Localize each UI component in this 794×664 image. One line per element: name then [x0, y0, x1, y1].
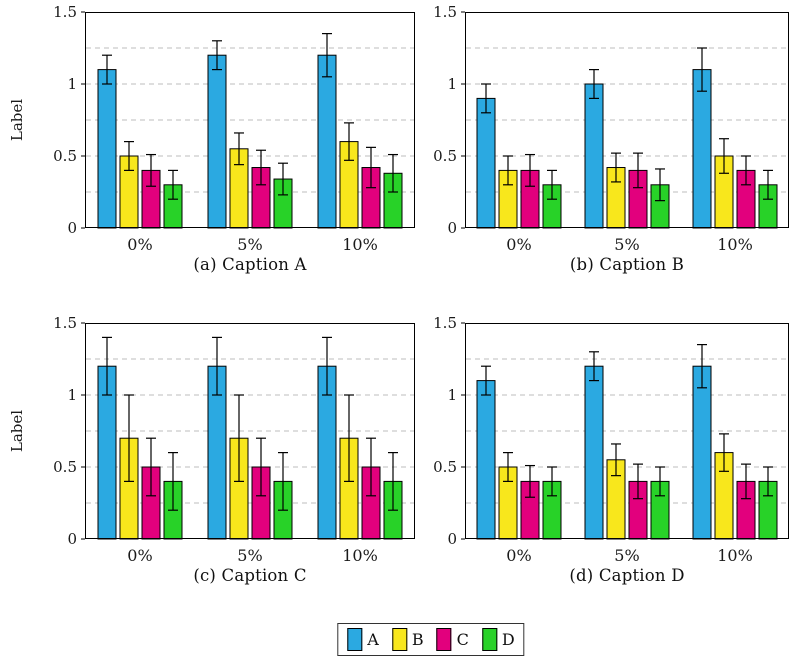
x-tick-label: 0%: [127, 235, 152, 254]
chart-b-caption: (b) Caption B: [569, 255, 685, 274]
bar-A-0%: [97, 69, 117, 229]
legend-swatch-D: [481, 628, 497, 651]
x-tick-label: 10%: [342, 546, 378, 565]
axis-frame: [465, 12, 789, 228]
x-tick-label: 5%: [614, 235, 639, 254]
y-tick-label: 1: [447, 75, 457, 93]
x-tick-label: 5%: [614, 546, 639, 565]
bar-A-10%: [692, 365, 712, 540]
y-tick-label: 0: [67, 219, 77, 237]
y-tick-label: 1: [67, 386, 77, 404]
y-tick-label: 0.5: [433, 458, 457, 476]
chart-c-caption: (c) Caption C: [193, 566, 307, 585]
x-tick-label: 0%: [506, 235, 531, 254]
y-axis-title: Label: [8, 99, 26, 141]
y-tick-label: 1.5: [53, 3, 77, 21]
legend-item-A: A: [347, 628, 379, 651]
y-tick-label: 1.5: [433, 314, 457, 332]
legend-item-B: B: [391, 628, 424, 651]
chart-panel-a: 0 0.5 1 1.5 0% 5% 10% Label (a) Caption A: [0, 0, 445, 295]
chart-panel-c: 0 0.5 1 1.5 0% 5% 10% Label (c) Caption C: [0, 311, 445, 606]
legend: A B C D: [337, 623, 525, 656]
legend-label: D: [501, 630, 515, 649]
x-tick-label: 10%: [717, 546, 753, 565]
legend-swatch-C: [436, 628, 452, 651]
chart-c-plot: 0 0.5 1 1.5 0% 5% 10% Label: [8, 314, 415, 565]
x-tick-label: 10%: [717, 235, 753, 254]
y-tick-label: 0: [67, 530, 77, 548]
axis-frame: [85, 323, 415, 539]
y-tick-label: 1: [447, 386, 457, 404]
legend-label: C: [456, 630, 469, 649]
bar-A-10%: [692, 69, 712, 229]
y-axis-title: Label: [8, 410, 26, 452]
chart-d-plot: 0 0.5 1 1.5 0% 5% 10%: [433, 314, 789, 565]
chart-panel-d: 0 0.5 1 1.5 0% 5% 10% (d) Caption D: [405, 311, 794, 606]
bar-A-0%: [476, 380, 496, 540]
chart-panel-b: 0 0.5 1 1.5 0% 5% 10% (b) Caption B: [405, 0, 794, 295]
y-tick-label: 0.5: [433, 147, 457, 165]
bar-A-5%: [207, 54, 227, 229]
x-tick-label: 10%: [342, 235, 378, 254]
y-tick-label: 1: [67, 75, 77, 93]
y-tick-label: 0: [447, 219, 457, 237]
legend-label: A: [367, 630, 379, 649]
y-tick-label: 1.5: [53, 314, 77, 332]
legend-swatch-B: [391, 628, 407, 651]
chart-d-caption: (d) Caption D: [569, 566, 685, 585]
x-tick-label: 5%: [237, 546, 262, 565]
legend-swatch-A: [347, 628, 363, 651]
bar-A-5%: [584, 365, 604, 540]
legend-item-C: C: [436, 628, 469, 651]
legend-item-D: D: [481, 628, 515, 651]
bar-A-5%: [584, 83, 604, 229]
chart-b-plot: 0 0.5 1 1.5 0% 5% 10%: [433, 3, 789, 254]
chart-a-plot: 0 0.5 1 1.5 0% 5% 10% Label: [8, 3, 415, 254]
x-tick-label: 5%: [237, 235, 262, 254]
y-tick-label: 1.5: [433, 3, 457, 21]
y-tick-label: 0.5: [53, 147, 77, 165]
bar-A-0%: [476, 97, 496, 229]
axis-frame: [465, 323, 789, 539]
x-tick-label: 0%: [127, 546, 152, 565]
bar-A-10%: [317, 54, 337, 229]
legend-label: B: [411, 630, 424, 649]
axis-frame: [85, 12, 415, 228]
x-tick-label: 0%: [506, 546, 531, 565]
chart-a-caption: (a) Caption A: [193, 255, 307, 274]
y-tick-label: 0.5: [53, 458, 77, 476]
y-tick-label: 0: [447, 530, 457, 548]
